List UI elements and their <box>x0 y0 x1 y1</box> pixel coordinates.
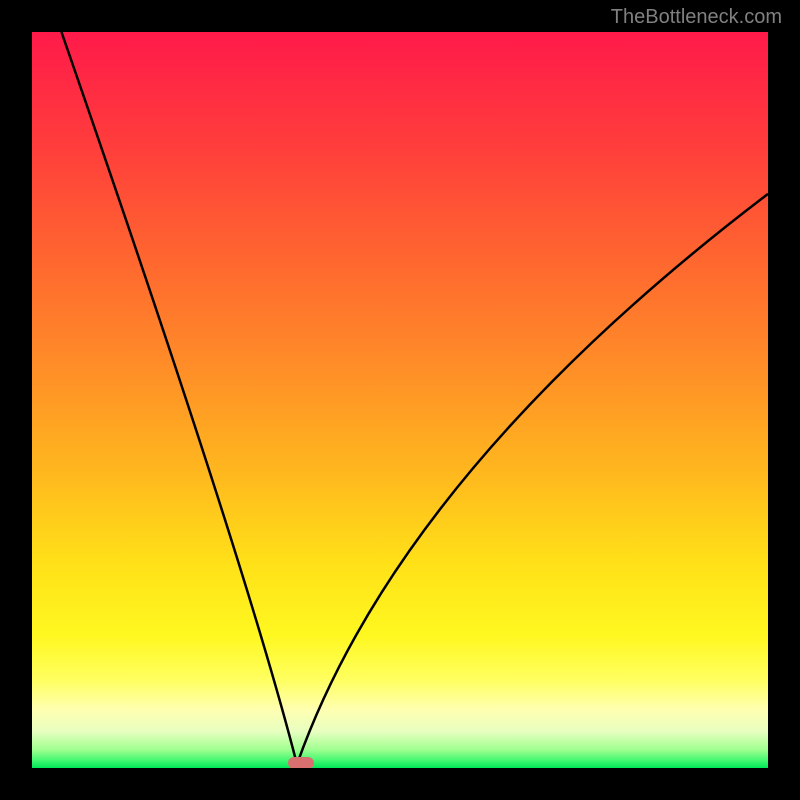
bottleneck-chart <box>32 32 768 768</box>
bottleneck-curve <box>32 32 768 768</box>
watermark-text: TheBottleneck.com <box>611 6 782 29</box>
minimum-marker <box>288 757 314 768</box>
